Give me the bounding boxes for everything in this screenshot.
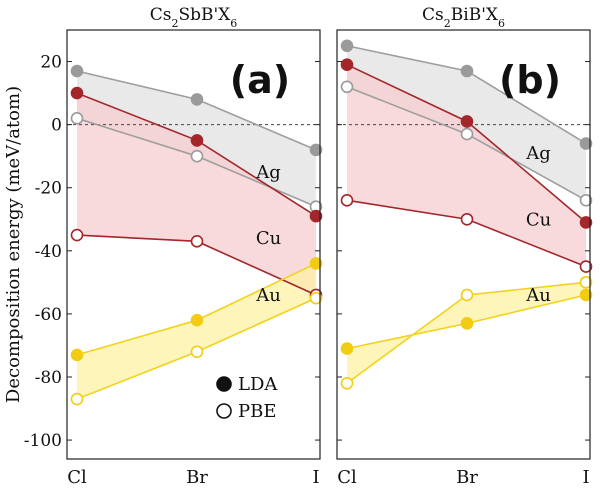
marker-cu-pbe-cl: [340, 194, 354, 207]
legend-label: LDA: [238, 374, 278, 395]
marker-au-pbe-br: [190, 345, 204, 359]
panel-b: Cl Br I Cs2BiB'X6 (b) Ag Cu Au: [336, 5, 593, 488]
title-part: Cs: [150, 5, 172, 25]
marker-au-pbe-cl: [70, 392, 84, 406]
marker-cu-lda-cl: [70, 86, 84, 100]
chart-title: Cs2SbB'X6: [150, 5, 238, 30]
annotation-au: Au: [255, 285, 281, 306]
marker-au-lda-cl: [340, 342, 354, 355]
marker-ag-pbe-br: [460, 127, 474, 141]
x-tick-label: Cl: [67, 467, 87, 488]
annotation-cu: Cu: [526, 209, 551, 230]
annotation-au: Au: [525, 285, 551, 306]
marker-ag-lda-cl: [340, 39, 354, 53]
marker-cu-lda-cl: [340, 58, 354, 71]
cu-band: [77, 93, 316, 295]
legend-marker-pbe: [216, 403, 232, 419]
marker-ag-lda-i: [579, 137, 593, 150]
x-tick-label: I: [312, 467, 319, 488]
cu-band: [347, 64, 586, 267]
marker-cu-pbe-i: [579, 260, 593, 273]
marker-ag-lda-i: [309, 143, 323, 157]
y-tick-label: -40: [35, 242, 62, 262]
annotation-ag: Ag: [255, 162, 281, 183]
marker-ag-pbe-i: [579, 194, 593, 207]
marker-au-pbe-i: [309, 291, 323, 305]
marker-ag-lda-br: [460, 64, 474, 78]
marker-ag-lda-br: [190, 93, 204, 106]
y-tick-label: 20: [40, 53, 62, 73]
chart-title: Cs2BiB'X6: [422, 5, 505, 30]
marker-au-pbe-br: [460, 288, 474, 302]
x-tick-label: Cl: [337, 467, 357, 488]
annotation-ag: Ag: [525, 143, 551, 164]
y-tick-label: -60: [35, 305, 62, 325]
legend: LDA PBE: [216, 374, 278, 422]
legend-label: PBE: [238, 401, 276, 422]
title-part: SbB'X: [178, 5, 231, 25]
marker-au-lda-br: [190, 313, 204, 327]
marker-cu-pbe-cl: [70, 228, 84, 242]
panel-label: (a): [230, 58, 290, 102]
marker-ag-pbe-br: [190, 149, 204, 163]
marker-cu-pbe-br: [460, 212, 474, 226]
marker-cu-lda-i: [309, 209, 323, 223]
plot-frame: [66, 29, 321, 460]
title-part: BiB'X: [451, 5, 499, 25]
title-part: Cs: [422, 5, 444, 25]
x-tick-label: I: [582, 467, 589, 488]
marker-ag-pbe-cl: [70, 112, 84, 125]
marker-cu-lda-br: [190, 134, 204, 147]
marker-ag-lda-cl: [70, 64, 84, 78]
marker-cu-lda-br: [460, 115, 474, 128]
title-part: 2: [444, 17, 451, 30]
title-part: 6: [498, 17, 505, 30]
marker-cu-lda-i: [579, 216, 593, 229]
panel-label: (b): [499, 58, 561, 102]
title-part: 6: [230, 17, 237, 30]
marker-au-pbe-cl: [340, 376, 354, 390]
marker-ag-pbe-cl: [340, 80, 354, 94]
y-tick-label: -20: [35, 179, 62, 199]
marker-au-lda-cl: [70, 348, 84, 362]
annotation-cu: Cu: [256, 228, 281, 249]
title-part: 2: [171, 17, 178, 30]
x-tick-label: Br: [186, 467, 208, 488]
y-tick-label: -100: [24, 431, 62, 451]
y-axis-label: Decomposition energy (meV/atom): [3, 86, 24, 403]
plot-frame: [336, 29, 591, 460]
au-band: [77, 263, 316, 400]
marker-au-lda-i: [579, 288, 593, 302]
y-tick-label: 0: [51, 116, 62, 136]
y-tick-label: -80: [35, 368, 62, 388]
marker-au-pbe-i: [579, 276, 593, 289]
marker-au-lda-i: [309, 257, 323, 270]
x-tick-label: Br: [456, 467, 478, 488]
marker-au-lda-br: [460, 317, 474, 330]
legend-marker-lda: [216, 376, 232, 392]
marker-cu-pbe-br: [190, 235, 204, 248]
au-band: [347, 282, 586, 384]
